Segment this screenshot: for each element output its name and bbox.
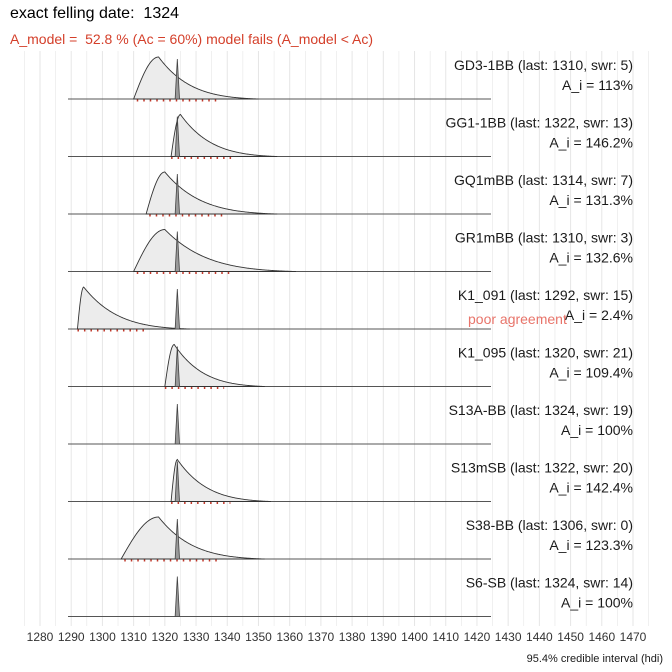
x-tick-label: 1370 (308, 630, 335, 644)
density-area (170, 113, 278, 157)
series-label: K1_095 (last: 1320, swr: 21) (458, 345, 633, 361)
agreement-index-label: A_i = 131.3% (549, 192, 633, 208)
x-tick-label: 1460 (588, 630, 615, 644)
panel-S6-SB: S6-SB (last: 1324, swr: 14) A_i = 100% (68, 575, 633, 617)
felling-date-spike (174, 346, 180, 387)
density-area (164, 343, 265, 387)
x-tick-label: 1280 (27, 630, 54, 644)
density-area (120, 516, 265, 560)
chart-title: exact felling date: 1324 (10, 5, 180, 22)
panel-S38-BB: S38-BB (last: 1306, swr: 0) A_i = 123.3% (68, 516, 633, 562)
agreement-index-label: A_i = 2.4% (565, 307, 633, 323)
felling-date-spike (174, 173, 180, 215)
panel-GR1mBB: GR1mBB (last: 1310, swr: 3) A_i = 132.6% (68, 229, 633, 274)
x-tick-label: 1340 (214, 630, 241, 644)
felling-date-spike (174, 288, 180, 330)
x-tick-label: 1300 (89, 630, 116, 644)
x-tick-label: 1320 (151, 630, 178, 644)
felling-date-spike (174, 403, 180, 445)
series-label: S13mSB (last: 1322, swr: 20) (451, 460, 633, 476)
warning-label: poor agreement (468, 311, 567, 327)
felling-date-spike (174, 518, 180, 560)
felling-date-spike (174, 461, 180, 502)
felling-date-spike (174, 116, 180, 157)
felling-date-spike (174, 231, 180, 272)
caption: 95.4% credible interval (hdi) (527, 653, 663, 665)
density-area (76, 286, 190, 330)
series-label: GR1mBB (last: 1310, swr: 3) (455, 230, 633, 246)
panel-GD3-1BB: GD3-1BB (last: 1310, swr: 5) A_i = 113% (68, 56, 633, 102)
panel-GQ1mBB: GQ1mBB (last: 1314, swr: 7) A_i = 131.3% (68, 171, 633, 217)
agreement-index-label: A_i = 146.2% (549, 135, 633, 151)
x-tick-label: 1310 (120, 630, 147, 644)
x-axis: 1280 1290 1300 1310 1320 1330 1340 1350 1360 1370… (27, 630, 647, 644)
agreement-index-label: A_i = 132.6% (549, 250, 633, 266)
series-label: GD3-1BB (last: 1310, swr: 5) (454, 57, 633, 73)
agreement-index-label: A_i = 109.4% (549, 365, 633, 381)
x-tick-label: 1390 (370, 630, 397, 644)
panel-K1_095: K1_095 (last: 1320, swr: 21) A_i = 109.4% (68, 343, 633, 389)
x-tick-label: 1410 (432, 630, 459, 644)
density-area (132, 56, 259, 100)
felling-date-spike (174, 58, 180, 100)
density-area (132, 229, 296, 272)
x-tick-label: 1420 (464, 630, 491, 644)
agreement-index-label: A_i = 113% (562, 77, 633, 93)
panel-K1_091: K1_091 (last: 1292, swr: 15) A_i = 2.4%po… (68, 286, 633, 332)
x-tick-label: 1350 (245, 630, 272, 644)
agreement-index-label: A_i = 142.4% (549, 480, 633, 496)
series-label: S6-SB (last: 1324, swr: 14) (466, 575, 633, 591)
agreement-index-label: A_i = 100% (561, 422, 633, 438)
series-label: GG1-1BB (last: 1322, swr: 13) (445, 115, 633, 131)
x-tick-label: 1450 (557, 630, 584, 644)
x-tick-label: 1440 (526, 630, 553, 644)
panel-S13A-BB: S13A-BB (last: 1324, swr: 19) A_i = 100% (68, 402, 633, 445)
gridlines (24, 51, 649, 626)
x-tick-label: 1400 (401, 630, 428, 644)
x-tick-label: 1360 (276, 630, 303, 644)
panels: GD3-1BB (last: 1310, swr: 5) A_i = 113% GG… (68, 56, 633, 617)
x-tick-label: 1430 (495, 630, 522, 644)
density-area (170, 458, 271, 502)
chart-subtitle: A_model = 52.8 % (Ac = 60%) model fails … (10, 31, 374, 47)
panel-S13mSB: S13mSB (last: 1322, swr: 20) A_i = 142.4% (68, 458, 633, 504)
x-tick-label: 1290 (58, 630, 85, 644)
x-tick-label: 1380 (339, 630, 366, 644)
series-label: GQ1mBB (last: 1314, swr: 7) (454, 172, 633, 188)
series-label: S38-BB (last: 1306, swr: 0) (466, 517, 633, 533)
agreement-index-label: A_i = 100% (561, 595, 633, 611)
x-tick-label: 1330 (183, 630, 210, 644)
agreement-index-label: A_i = 123.3% (549, 537, 633, 553)
felling-date-spike (174, 576, 180, 617)
series-label: S13A-BB (last: 1324, swr: 19) (449, 402, 633, 418)
panel-GG1-1BB: GG1-1BB (last: 1322, swr: 13) A_i = 146.2… (68, 113, 633, 159)
x-tick-label: 1470 (620, 630, 647, 644)
series-label: K1_091 (last: 1292, swr: 15) (458, 287, 633, 303)
